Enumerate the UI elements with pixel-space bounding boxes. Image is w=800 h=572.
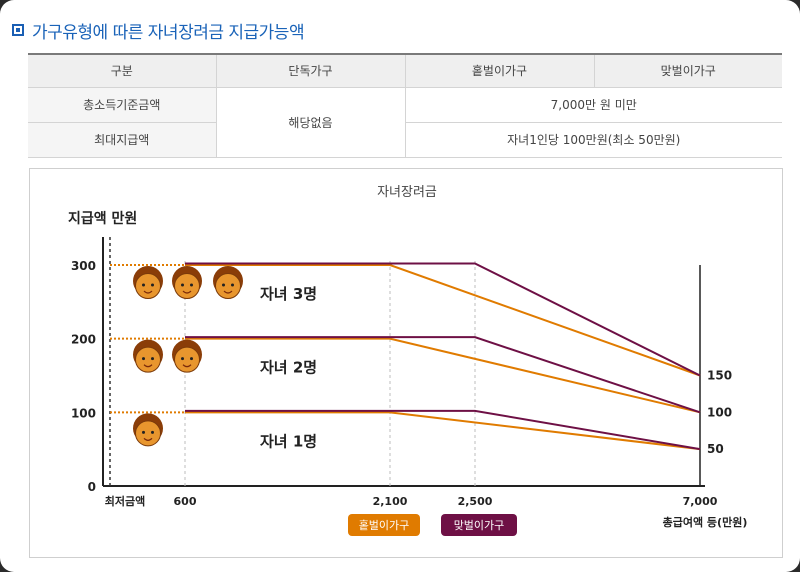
legend-single-earner-label: 홑벌이가구: [359, 519, 410, 532]
children-count-label: 자녀 2명: [260, 359, 317, 377]
series-line-single-earner: [185, 337, 701, 414]
y-tick-label: 200: [71, 333, 96, 347]
y-axis-label: 지급액 만원: [68, 210, 137, 227]
legend-single-earner-swatch: [348, 514, 420, 536]
x-tick-label-min: 최저금액: [105, 494, 145, 508]
page-title: 가구유형에 따른 자녀장려금 지급가능액: [32, 22, 305, 43]
series-line-single-earner: [185, 411, 701, 451]
table-row: 최대지급액 자녀1인당 100만원(최소 50만원): [28, 121, 782, 158]
series-line-dual-earner: [185, 262, 701, 377]
column-header: 단독가구: [215, 53, 406, 88]
child-face-icon: [133, 266, 163, 299]
child-face-icon: [213, 266, 243, 299]
x-tick-label: 600: [174, 495, 197, 508]
square-bullet-icon: [12, 24, 24, 36]
series-line-dual-earner: [185, 336, 701, 414]
child-face-icon: [133, 413, 163, 447]
right-end-label: 100: [707, 405, 732, 419]
child-face-icon: [172, 339, 202, 373]
children-count-label: 자녀 3명: [260, 285, 317, 303]
couple-household-cell: 7,000만 원 미만: [404, 86, 782, 123]
y-tick-label: 300: [71, 259, 96, 273]
legend-dual-earner-label: 맞벌이가구: [454, 519, 505, 532]
series-line-single-earner: [185, 264, 701, 377]
children-count-label: 자녀 1명: [260, 432, 317, 450]
child-face-icon: [133, 339, 163, 373]
chart-title: 자녀장려금: [377, 185, 437, 200]
column-header: 맞벌이가구: [593, 53, 782, 88]
column-header: 홑벌이가구: [404, 53, 595, 88]
couple-household-cell: 자녀1인당 100만원(최소 50만원): [404, 121, 782, 158]
series-line-dual-earner: [185, 409, 701, 451]
child-face-icon: [172, 266, 202, 299]
y-tick-label: 100: [71, 406, 96, 420]
x-tick-label: 7,000: [683, 495, 718, 508]
row-label: 총소득기준금액: [28, 86, 217, 123]
table-header-row: 구분 단독가구 홑벌이가구 맞벌이가구: [28, 53, 782, 88]
x-tick-label: 2,500: [458, 495, 493, 508]
y-tick-label: 0: [88, 480, 96, 494]
x-axis-label: 총급여액 등(만원): [663, 515, 748, 529]
eligibility-table: 구분 단독가구 홑벌이가구 맞벌이가구 총소득기준금액 해당없음 7,000만 …: [28, 53, 782, 158]
section-header: 가구유형에 따른 자녀장려금 지급가능액: [12, 18, 305, 43]
x-tick-label: 2,100: [373, 495, 408, 508]
single-household-cell: 해당없음: [215, 86, 406, 158]
right-end-label: 50: [707, 442, 724, 456]
row-label: 최대지급액: [28, 121, 217, 158]
table-row: 총소득기준금액 해당없음 7,000만 원 미만: [28, 86, 782, 158]
column-header: 구분: [28, 53, 217, 88]
right-end-label: 150: [707, 369, 732, 383]
legend-dual-earner-swatch: [441, 514, 517, 536]
